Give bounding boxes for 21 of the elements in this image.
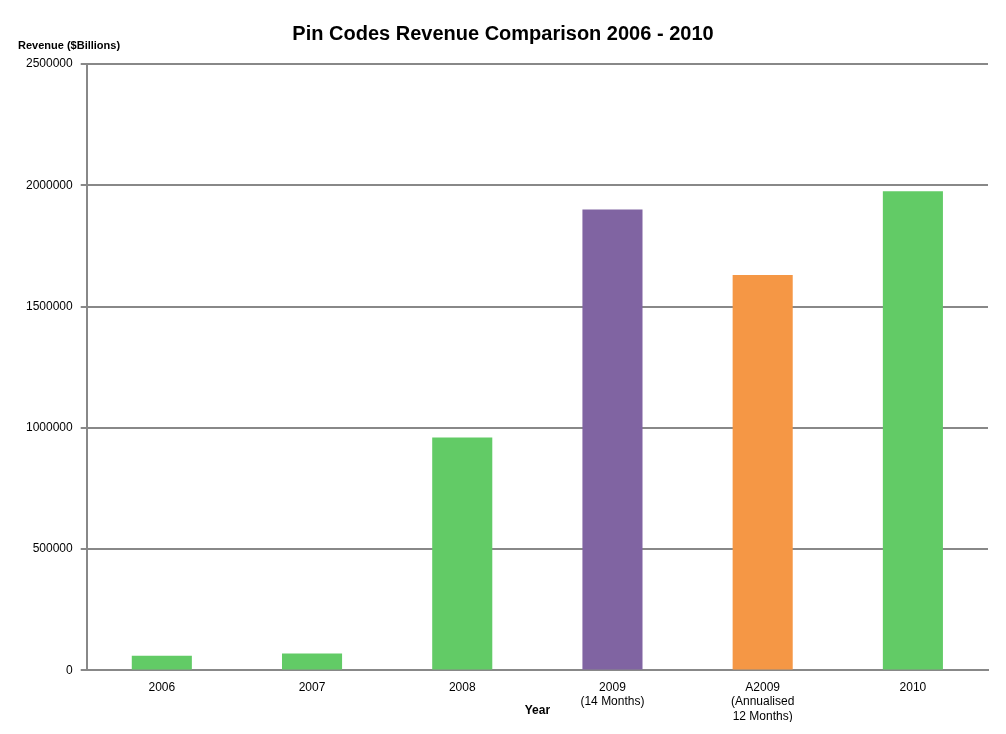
y-tick-label: 2000000: [26, 177, 74, 192]
x-tick-label: 2008: [448, 679, 476, 694]
y-axis-title: Revenue ($Billions): [18, 39, 121, 52]
bar: [582, 209, 643, 670]
x-tick-label: 2010: [899, 679, 927, 694]
bar: [882, 191, 943, 670]
x-tick-label: 2007: [298, 679, 326, 694]
x-tick-label: 2006: [148, 679, 176, 694]
chart-title: Pin Codes Revenue Comparison 2006 - 2010: [292, 21, 714, 44]
x-axis-title: Year: [524, 703, 551, 718]
x-tick-label: A2009 (Annualised 12 Months): [730, 679, 795, 723]
bar: [432, 437, 493, 670]
bar: [282, 653, 343, 670]
y-tick-label: 500000: [32, 541, 74, 556]
y-tick-label: 2500000: [26, 56, 74, 71]
bar: [732, 275, 793, 670]
y-tick-label: 0: [66, 662, 74, 677]
y-tick-label: 1000000: [26, 420, 74, 435]
x-tick-label: 2009 (14 Months): [580, 679, 645, 709]
y-tick-label: 1500000: [26, 298, 74, 313]
bar: [131, 655, 192, 670]
